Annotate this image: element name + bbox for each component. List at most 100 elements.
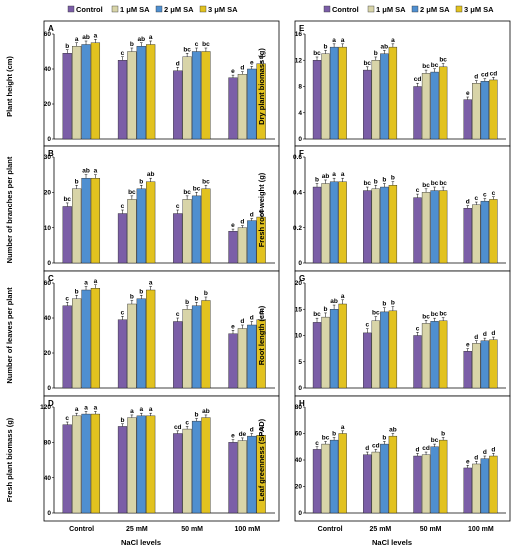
bar-D-2-0	[173, 433, 183, 514]
sig-letter-F-2-3: bc	[439, 180, 447, 187]
bar-B-2-2	[191, 195, 202, 264]
sig-letter-G-0-3: a	[341, 293, 345, 300]
y-tick-label-B-0: 0	[47, 260, 51, 267]
bar-C-0-0	[62, 305, 72, 389]
sig-letter-F-2-1: bc	[422, 182, 430, 189]
sig-letter-F-3-2: c	[483, 192, 487, 199]
y-tick-label-H-4: 80	[295, 404, 303, 411]
bar-D-2-1	[182, 428, 192, 514]
sig-letter-G-2-1: bc	[422, 313, 430, 320]
y-tick-label-A-3: 60	[44, 31, 52, 38]
sig-letter-C-0-3: a	[94, 278, 98, 285]
y-tick-label-B-2: 20	[44, 190, 52, 197]
bar-E-3-1	[472, 83, 481, 140]
bar-B-1-2	[136, 188, 146, 264]
bar-F-3-2	[480, 200, 490, 264]
y-axis-label-F: Fresh root weight (g)	[257, 172, 266, 247]
sig-letter-H-3-2: d	[483, 449, 487, 456]
sig-letter-A-3-2: e	[250, 59, 254, 66]
bar-F-2-2	[430, 190, 439, 264]
legend-label-right-3: 3 μM SA	[464, 5, 494, 14]
bar-B-2-3	[201, 188, 211, 264]
sig-letter-C-1-3: a	[149, 280, 153, 287]
y-tick-label-C-3: 60	[44, 280, 52, 287]
bar-H-3-0	[463, 467, 472, 514]
bar-D-0-3	[90, 413, 101, 514]
y-tick-label-F-0: 0	[298, 260, 302, 267]
bar-A-1-1	[127, 51, 137, 140]
legend-label-left-0: Control	[76, 5, 103, 14]
sig-letter-E-2-3: bc	[439, 57, 447, 64]
sig-letter-D-3-2: d	[250, 427, 254, 434]
sig-letter-F-0-0: b	[315, 177, 319, 184]
bar-H-1-0	[363, 454, 372, 514]
sig-letter-H-3-0: e	[466, 458, 470, 465]
sig-letter-B-2-2: bc	[193, 185, 201, 192]
sig-letter-C-1-0: c	[121, 309, 125, 316]
sig-letter-B-2-0: c	[176, 203, 180, 210]
y-tick-label-B-1: 10	[44, 225, 52, 232]
sig-letter-H-2-0: d	[416, 446, 420, 453]
sig-letter-F-1-2: b	[382, 177, 386, 184]
bar-H-1-2	[380, 443, 389, 514]
sig-letter-B-3-3: d	[259, 208, 263, 215]
bar-E-1-3	[388, 46, 398, 140]
panel-label-D: D	[48, 399, 54, 408]
sig-letter-C-0-1: b	[75, 288, 79, 295]
sig-letter-D-3-0: e	[231, 433, 235, 440]
sig-letter-C-3-3: d	[259, 309, 263, 316]
bar-C-1-3	[146, 289, 156, 389]
bar-E-0-3	[338, 46, 347, 140]
bar-H-3-3	[489, 455, 498, 514]
sig-letter-A-1-2: ab	[137, 36, 145, 43]
bar-G-1-3	[388, 310, 398, 389]
y-tick-label-G-0: 0	[298, 385, 302, 392]
sig-letter-E-0-0: bc	[313, 50, 321, 57]
bar-G-1-2	[380, 311, 389, 389]
y-tick-label-D-3: 120	[40, 404, 51, 411]
bar-F-2-1	[421, 192, 431, 264]
bar-B-1-3	[146, 181, 156, 264]
bar-C-1-1	[127, 303, 137, 389]
sig-letter-E-0-2: a	[332, 37, 336, 44]
sig-letter-A-0-1: a	[75, 36, 79, 43]
y-tick-label-E-0: 0	[298, 136, 302, 143]
panel-label-C: C	[48, 274, 54, 283]
sig-letter-D-2-1: c	[185, 419, 189, 426]
bar-D-1-3	[146, 415, 156, 514]
legend-right: Control 1 μM SA 2 μM SA 3 μM SA	[323, 5, 494, 14]
y-tick-label-C-0: 0	[47, 385, 51, 392]
sig-letter-F-2-0: c	[416, 187, 420, 194]
y-axis-label-G: Root length (cm)	[257, 305, 266, 365]
sig-letter-B-0-3: a	[94, 168, 98, 175]
y-tick-label-F-3: 0.6	[293, 154, 302, 161]
bar-F-1-0	[363, 190, 372, 264]
sig-letter-B-1-0: c	[121, 203, 125, 210]
sig-letter-G-2-0: c	[416, 325, 420, 332]
sig-letter-H-2-3: b	[441, 430, 445, 437]
bar-H-0-2	[329, 439, 339, 514]
bar-G-1-1	[371, 320, 380, 389]
bar-B-3-1	[237, 227, 247, 264]
sig-letter-D-1-3: a	[149, 406, 153, 413]
sig-letter-C-1-2: b	[139, 288, 143, 295]
bar-C-2-1	[182, 309, 192, 389]
sig-letter-F-1-1: b	[374, 178, 378, 185]
sig-letter-H-3-3: d	[491, 446, 495, 453]
bar-A-3-2	[247, 68, 257, 140]
bar-A-3-0	[228, 77, 238, 140]
bar-C-1-0	[117, 319, 128, 389]
bar-H-3-2	[480, 458, 490, 514]
x-tick-label-H-0: Control	[318, 526, 343, 533]
bar-D-0-0	[62, 424, 72, 514]
sig-letter-A-2-0: d	[176, 60, 180, 67]
sig-letter-G-3-1: d	[474, 334, 478, 341]
sig-letter-E-2-0: cd	[414, 76, 422, 83]
y-tick-label-A-1: 20	[44, 101, 52, 108]
y-tick-label-E-3: 12	[295, 57, 303, 64]
y-axis-label-B: Number of branches per plant	[5, 156, 14, 263]
bar-F-3-3	[489, 199, 498, 264]
bar-B-2-0	[173, 213, 183, 264]
sig-letter-A-0-3: a	[94, 32, 98, 39]
